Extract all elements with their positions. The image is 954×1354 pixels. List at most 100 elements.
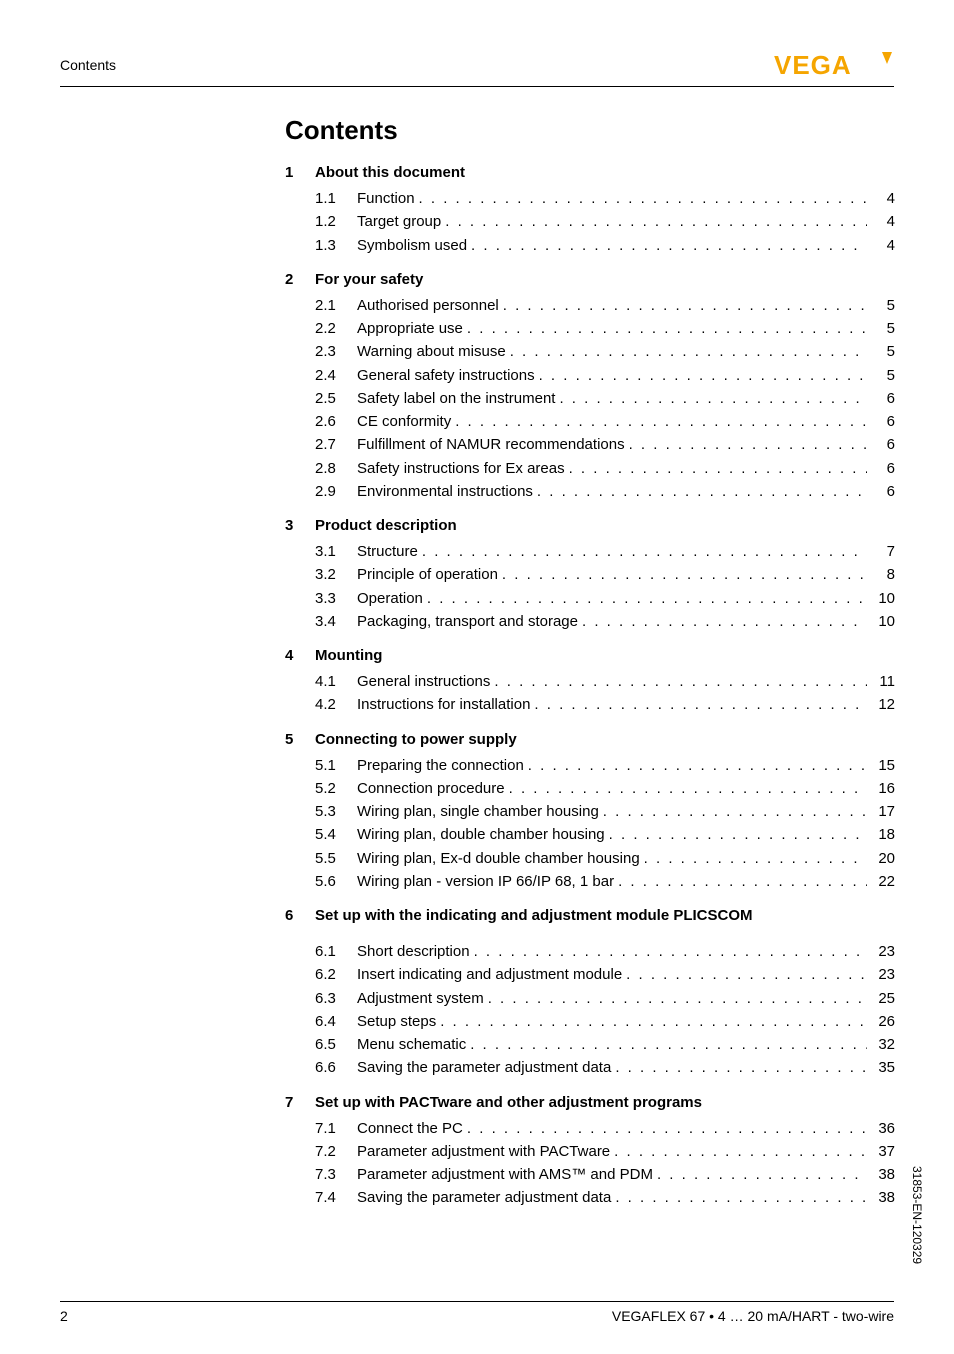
entry-page: 6 [867, 387, 895, 410]
toc-entry: 6.2Insert indicating and adjustment modu… [285, 963, 895, 986]
entry-page: 35 [867, 1056, 895, 1079]
section-title: Mounting [315, 647, 895, 664]
entry-page: 23 [867, 963, 895, 986]
toc-section: 7 Set up with PACTware and other adjustm… [285, 1094, 895, 1210]
toc-section: 5 Connecting to power supply 5.1Preparin… [285, 731, 895, 894]
entry-page: 6 [867, 433, 895, 456]
footer-page-number: 2 [60, 1308, 68, 1324]
leader-dots [599, 800, 867, 823]
section-number: 3 [285, 517, 315, 534]
entry-num: 6.5 [315, 1033, 357, 1056]
spacer [285, 930, 895, 940]
entry-page: 25 [867, 987, 895, 1010]
toc-entry: 5.3Wiring plan, single chamber housing 17 [285, 800, 895, 823]
leader-dots [625, 433, 867, 456]
vega-logo-svg: VEGA [774, 50, 894, 80]
entry-page: 12 [867, 693, 895, 716]
toc-entry: 3.2Principle of operation8 [285, 563, 895, 586]
entry-text: Connection procedure [357, 777, 505, 800]
toc-entry: 2.3Warning about misuse5 [285, 340, 895, 363]
leader-dots [505, 777, 867, 800]
section-number: 6 [285, 907, 315, 924]
entry-text: Saving the parameter adjustment data [357, 1186, 611, 1209]
toc-entry: 5.6Wiring plan - version IP 66/IP 68, 1 … [285, 870, 895, 893]
section-number: 5 [285, 731, 315, 748]
entry-num: 2.2 [315, 317, 357, 340]
entry-page: 5 [867, 364, 895, 387]
toc-entry: 3.1Structure7 [285, 540, 895, 563]
entry-page: 38 [867, 1186, 895, 1209]
leader-dots [565, 457, 867, 480]
entry-num: 5.6 [315, 870, 357, 893]
entry-num: 5.2 [315, 777, 357, 800]
leader-dots [578, 610, 867, 633]
entry-num: 7.2 [315, 1140, 357, 1163]
entry-page: 11 [867, 670, 895, 693]
entry-page: 17 [867, 800, 895, 823]
entry-num: 7.3 [315, 1163, 357, 1186]
leader-dots [463, 317, 867, 340]
page-root: Contents VEGA Contents 1 About this docu… [0, 0, 954, 1354]
entry-num: 5.3 [315, 800, 357, 823]
toc-section-head: 3 Product description [285, 517, 895, 534]
entry-text: Packaging, transport and storage [357, 610, 578, 633]
entry-text: General safety instructions [357, 364, 535, 387]
toc-entry: 5.4Wiring plan, double chamber housing18 [285, 823, 895, 846]
toc-entry: 2.2Appropriate use5 [285, 317, 895, 340]
leader-dots [498, 563, 867, 586]
leader-dots [451, 410, 867, 433]
entry-text: Warning about misuse [357, 340, 506, 363]
toc-entry: 2.8Safety instructions for Ex areas6 [285, 457, 895, 480]
leader-dots [506, 340, 867, 363]
leader-dots [415, 187, 867, 210]
toc-entry: 5.5Wiring plan, Ex-d double chamber hous… [285, 847, 895, 870]
entry-page: 6 [867, 457, 895, 480]
entry-text: Preparing the connection [357, 754, 524, 777]
entry-page: 18 [867, 823, 895, 846]
entry-text: Wiring plan, double chamber housing [357, 823, 605, 846]
toc-section: 2 For your safety 2.1Authorised personne… [285, 271, 895, 503]
entry-page: 22 [867, 870, 895, 893]
leader-dots [466, 1033, 867, 1056]
leader-dots [436, 1010, 867, 1033]
toc-entry: 4.1General instructions11 [285, 670, 895, 693]
leader-dots [484, 987, 867, 1010]
entry-num: 6.4 [315, 1010, 357, 1033]
entry-num: 5.5 [315, 847, 357, 870]
toc-section-head: 4 Mounting [285, 647, 895, 664]
entry-page: 26 [867, 1010, 895, 1033]
entry-page: 20 [867, 847, 895, 870]
section-number: 7 [285, 1094, 315, 1111]
section-title: For your safety [315, 271, 895, 288]
entry-num: 2.9 [315, 480, 357, 503]
leader-dots [530, 693, 867, 716]
leader-dots [614, 870, 867, 893]
leader-dots [467, 234, 867, 257]
toc-entry: 6.4Setup steps26 [285, 1010, 895, 1033]
section-title: About this document [315, 164, 895, 181]
entry-num: 6.6 [315, 1056, 357, 1079]
entry-text: Operation [357, 587, 423, 610]
leader-dots [418, 540, 867, 563]
entry-page: 5 [867, 294, 895, 317]
entry-page: 10 [867, 610, 895, 633]
entry-num: 4.2 [315, 693, 357, 716]
leader-dots [423, 587, 867, 610]
entry-text: Short description [357, 940, 470, 963]
entry-text: Safety instructions for Ex areas [357, 457, 565, 480]
entry-page: 5 [867, 317, 895, 340]
toc-entry: 6.5Menu schematic32 [285, 1033, 895, 1056]
entry-text: Wiring plan, single chamber housing [357, 800, 599, 823]
toc-section: 6 Set up with the indicating and adjustm… [285, 907, 895, 1080]
entry-text: Safety label on the instrument [357, 387, 555, 410]
section-title: Connecting to power supply [315, 731, 895, 748]
entry-num: 2.7 [315, 433, 357, 456]
leader-dots [640, 847, 867, 870]
page-header: Contents VEGA [60, 50, 894, 87]
entry-text: Authorised personnel [357, 294, 499, 317]
entry-page: 10 [867, 587, 895, 610]
entry-num: 6.1 [315, 940, 357, 963]
document-code: 31853-EN-120329 [910, 1166, 924, 1264]
toc-entry: 7.2Parameter adjustment with PACTware37 [285, 1140, 895, 1163]
leader-dots [610, 1140, 867, 1163]
